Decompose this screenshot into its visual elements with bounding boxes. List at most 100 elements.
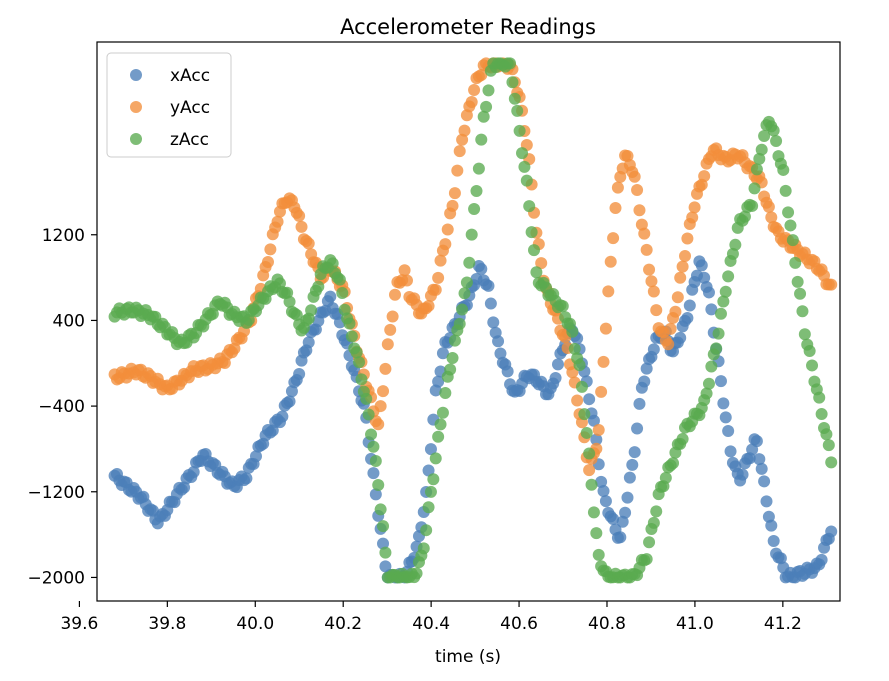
data-point [240, 472, 253, 485]
data-point [643, 263, 656, 276]
data-point [324, 290, 337, 303]
data-point [774, 552, 787, 565]
data-point [367, 467, 380, 480]
data-point [293, 367, 306, 380]
data-point [283, 395, 296, 408]
data-point [719, 411, 732, 424]
data-point [638, 227, 651, 240]
data-point [446, 199, 459, 212]
data-point [566, 325, 579, 338]
data-point [530, 266, 543, 279]
data-point [362, 408, 375, 421]
data-point [472, 162, 485, 175]
data-point [360, 392, 373, 405]
data-point [609, 201, 622, 214]
legend-marker [130, 133, 142, 145]
data-point [607, 232, 620, 245]
data-point [647, 343, 660, 356]
data-point [681, 232, 694, 245]
data-point [640, 243, 653, 256]
data-point [283, 295, 296, 308]
data-point [551, 358, 564, 371]
data-point [417, 542, 430, 555]
data-point [528, 244, 541, 257]
data-point [439, 238, 452, 251]
legend-marker [130, 101, 142, 113]
data-point [513, 124, 526, 137]
data-point [580, 426, 593, 439]
data-point [650, 304, 663, 317]
data-point [798, 328, 811, 341]
data-point [444, 363, 457, 376]
data-point [271, 215, 284, 228]
data-point [777, 163, 790, 176]
data-point [705, 303, 718, 316]
data-point [518, 160, 531, 173]
data-point [429, 283, 442, 296]
data-point [607, 513, 620, 526]
data-point [626, 458, 639, 471]
data-point [295, 220, 308, 233]
data-point [755, 462, 768, 475]
data-point [825, 456, 838, 469]
data-point [434, 254, 447, 267]
data-point [585, 478, 598, 491]
data-point [575, 380, 588, 393]
data-point [336, 287, 349, 300]
data-point [791, 275, 804, 288]
data-point [424, 443, 437, 456]
data-point [465, 228, 478, 241]
data-point [305, 304, 318, 317]
data-point [350, 346, 363, 359]
data-point [482, 84, 495, 97]
data-point [379, 546, 392, 559]
data-point [578, 408, 591, 421]
data-point [484, 297, 497, 310]
data-point [631, 184, 644, 197]
data-point [755, 143, 768, 156]
data-point [458, 287, 471, 300]
data-point [249, 450, 262, 463]
data-point [753, 152, 766, 165]
data-point [504, 57, 517, 70]
data-point [458, 124, 471, 137]
data-point [583, 393, 596, 406]
data-point [767, 534, 780, 547]
data-point [436, 406, 449, 419]
y-tick-label: −400 [38, 397, 85, 417]
y-tick-label: 1200 [42, 226, 85, 246]
data-point [463, 256, 476, 269]
data-point [640, 553, 653, 566]
data-point [389, 288, 401, 301]
y-axis: −2000 −1200 −400 400 1200 [27, 226, 97, 588]
data-point [638, 375, 651, 388]
data-point [264, 243, 277, 256]
data-point [374, 503, 387, 516]
data-point [714, 307, 727, 320]
data-point [717, 397, 730, 410]
data-point [683, 299, 696, 312]
data-point [750, 163, 763, 176]
data-point [662, 338, 675, 351]
data-point [623, 471, 636, 484]
data-point [688, 201, 701, 214]
data-point [492, 335, 505, 348]
data-point [556, 300, 569, 313]
data-point [674, 331, 687, 344]
data-point [597, 485, 610, 498]
data-point [784, 219, 797, 232]
data-point [611, 181, 624, 194]
data-point [400, 274, 413, 287]
data-point [343, 317, 356, 330]
data-point [599, 322, 612, 335]
legend-label: xAcc [170, 66, 210, 86]
data-point [681, 311, 694, 324]
data-point [760, 495, 773, 508]
data-point [302, 237, 315, 250]
data-point [753, 453, 766, 466]
x-tick-label: 39.8 [148, 614, 186, 634]
data-point [432, 430, 445, 443]
data-point [592, 548, 605, 561]
data-point [508, 92, 521, 105]
